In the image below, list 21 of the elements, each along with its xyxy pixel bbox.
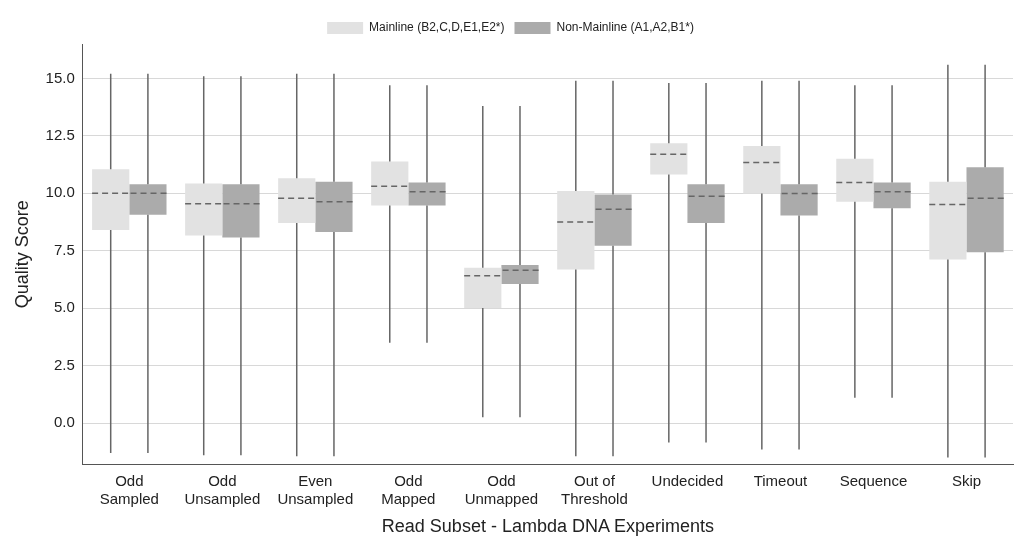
x-tick-label: Timeout: [753, 471, 809, 489]
y-tick-label: 2.5: [53, 355, 75, 373]
x-tick-label: Odd Unmapped: [464, 471, 539, 507]
legend-label: Mainline (B2,C,D,E1,E2*): [369, 20, 505, 35]
y-tick-label: 0.0: [53, 413, 75, 431]
x-tick-label: Odd Sampled: [99, 471, 159, 507]
y-tick-label: 12.5: [45, 126, 75, 144]
legend-label: Non-Mainline (A1,A2,B1*): [556, 20, 694, 35]
y-tick-label: 5.0: [53, 298, 75, 316]
x-tick-label: Even Unsampled: [277, 471, 354, 507]
y-tick-label: 15.0: [45, 68, 75, 86]
x-tick-label: Undecided: [651, 471, 724, 489]
x-tick-label: Sequence: [839, 471, 908, 489]
x-tick-label: Out of Threshold: [561, 471, 628, 507]
x-tick-label: Skip: [951, 471, 982, 489]
y-axis-title: Quality Score: [11, 200, 32, 309]
x-axis-title: Read Subset - Lambda DNA Experiments: [381, 516, 714, 537]
x-tick-label: Odd Unsampled: [184, 471, 261, 507]
y-tick-label: 10.0: [45, 183, 75, 201]
x-tick-label: Odd Mapped: [381, 471, 436, 507]
y-tick-label: 7.5: [53, 240, 75, 258]
